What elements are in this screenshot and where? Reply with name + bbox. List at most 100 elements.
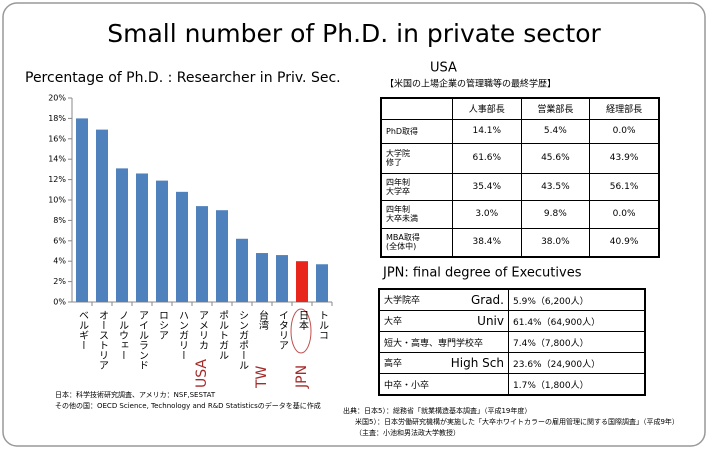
row-header: High Sch 高卒 [378, 352, 509, 374]
table-cell: 9.8% [520, 199, 591, 229]
table-row: PhD取得 14.1% 5.4% 0.0% [380, 118, 660, 144]
row-header: 大学院 修了 [380, 142, 453, 174]
row-header-en: Grad. [470, 293, 504, 307]
table-row: 大学院 修了 61.6% 45.6% 43.9% [380, 142, 660, 174]
annotation: JPN [294, 365, 310, 389]
x-tick-label: イタリア [277, 310, 289, 350]
table-subtitle: 【米国の上場企業の管理職等の最終学歴】 [385, 78, 556, 90]
table-cell: 1.7%（1,800人） [508, 373, 646, 396]
row-header-line: 四年制 [386, 205, 410, 214]
x-tick-label: シンガポール [237, 310, 249, 370]
row-header-line: MBA取得 [386, 233, 420, 243]
table-row: 四年制 大卒未満 3.0% 9.8% 0.0% [380, 199, 660, 229]
slide-title: Small number of Ph.D. in private sector [107, 19, 601, 48]
table-cell: 43.5% [520, 172, 591, 201]
row-header-line: 四年制 [386, 177, 410, 187]
table-cell: 61.4%（64,900人） [508, 310, 646, 332]
bar [276, 255, 288, 302]
jpn-table: Grad. 大学院卒 5.9%（6,200人） Univ 大卒 61.4%（64,900人… [378, 288, 646, 396]
bar [116, 168, 128, 302]
table-cell: 7.4%（7,800人） [508, 331, 646, 353]
table-row: 四年制 大学卒 35.4% 43.5% 56.1% [380, 172, 660, 201]
source-note: 米国5）：日本労働研究機構が実施した「大卒ホワイトカラーの雇用管理に関する国際調… [355, 417, 679, 426]
table-cell: 35.4% [452, 172, 522, 201]
bar [76, 118, 88, 303]
bar [316, 264, 328, 302]
x-tick-label: アメリカ [197, 310, 208, 350]
x-tick-label: 日本 [297, 310, 309, 331]
table-cell: 45.6% [520, 142, 591, 174]
table-cell: 23.6%（24,900人） [508, 352, 646, 374]
row-header: PhD取得 [380, 118, 453, 144]
row-header: Grad. 大学院卒 [378, 288, 509, 311]
table-cell: 56.1% [589, 172, 660, 201]
y-tick-label: 10% [48, 196, 66, 205]
x-tick-label: ハンガリー [177, 310, 189, 360]
bar [296, 261, 308, 302]
chart-title: Percentage of Ph.D. : Researcher in Priv… [25, 70, 341, 86]
row-header: Univ 大卒 [378, 310, 509, 332]
row-header-line: 大学卒 [386, 186, 410, 196]
row-header: 中卒・小卒 [378, 373, 509, 396]
table-title: JPN: final degree of Executives [382, 266, 582, 281]
table-row: High Sch 高卒 23.6%（24,900人） [378, 352, 646, 374]
annotation: USA [194, 359, 210, 388]
row-header: 四年制 大卒未満 [380, 199, 453, 229]
row-header-line: 修了 [386, 158, 402, 167]
y-tick-label: 8% [53, 216, 66, 225]
table-cell: 43.9% [589, 142, 660, 174]
y-tick-label: 2% [53, 277, 66, 286]
row-header-en: Univ [477, 314, 504, 328]
row-header-line: PhD取得 [386, 126, 419, 136]
y-tick-label: 16% [48, 134, 66, 143]
source-note: （主査：小池和男法政大学教授） [355, 428, 460, 437]
row-header-ja: 高卒 [384, 359, 403, 369]
table-row: Univ 大卒 61.4%（64,900人） [378, 310, 646, 332]
x-tick-label: 台湾 [257, 309, 269, 331]
bar [136, 173, 148, 302]
x-tick-label: ベルギー [77, 310, 89, 350]
highlight-circle [290, 308, 312, 354]
row-header: 四年制 大学卒 [380, 172, 453, 201]
row-header-line: (全体中) [386, 242, 417, 252]
bar [236, 238, 248, 302]
x-tick-label: ポルトガル [217, 310, 229, 360]
table-title: USA [430, 61, 457, 76]
source-note: 日本：科学技術研究調査、アメリカ：NSF,SESTAT [55, 390, 216, 399]
table-cell: 40.9% [589, 227, 660, 258]
bar [256, 253, 268, 302]
table-cell: 38.4% [452, 227, 522, 258]
row-header-ja: 大学院卒 [384, 296, 421, 306]
y-tick-label: 20% [48, 94, 66, 103]
row-header-ja: 中卒・小卒 [384, 380, 430, 391]
y-tick-label: 0% [53, 298, 66, 307]
table-row: 中卒・小卒 1.7%（1,800人） [378, 373, 646, 396]
x-tick-label: ノルウェー [117, 310, 129, 360]
row-header-line: 大卒未満 [386, 214, 418, 223]
y-tick-label: 4% [53, 257, 66, 266]
bar [216, 210, 228, 302]
column-header: 営業部長 [520, 97, 591, 120]
row-header: 短大・高専、専門学校卒 [378, 331, 509, 353]
table-cell: 38.0% [520, 227, 591, 258]
column-header: 経理部長 [589, 97, 660, 120]
bar [96, 129, 108, 302]
x-tick-label: トルコ [317, 310, 329, 340]
table-row: Grad. 大学院卒 5.9%（6,200人） [378, 288, 646, 311]
usa-table: 人事部長 営業部長 経理部長 PhD取得 14.1% 5.4% 0.0% 大学院 修了 61.6%… [380, 97, 660, 258]
table-cell: 61.6% [452, 142, 522, 174]
x-tick-label: アイルランド [137, 310, 149, 370]
row-header-en: High Sch [450, 356, 504, 370]
row-header-line: 大学院 [386, 149, 410, 158]
table-cell: 0.0% [589, 118, 660, 144]
table-row: MBA取得 (全体中) 38.4% 38.0% 40.9% [380, 227, 660, 258]
source-note: その他の国：OECD Science, Technology and R&D S… [55, 401, 321, 410]
x-tick-label: ロシア [157, 310, 168, 340]
y-tick-label: 6% [53, 236, 66, 245]
header-row: 人事部長 営業部長 経理部長 [380, 97, 660, 120]
table-cell: 5.9%（6,200人） [508, 288, 646, 311]
source-note: 出典：日本5）：総務省「就業構造基本調査」（平成19年度） [343, 406, 531, 415]
bar [156, 180, 168, 302]
